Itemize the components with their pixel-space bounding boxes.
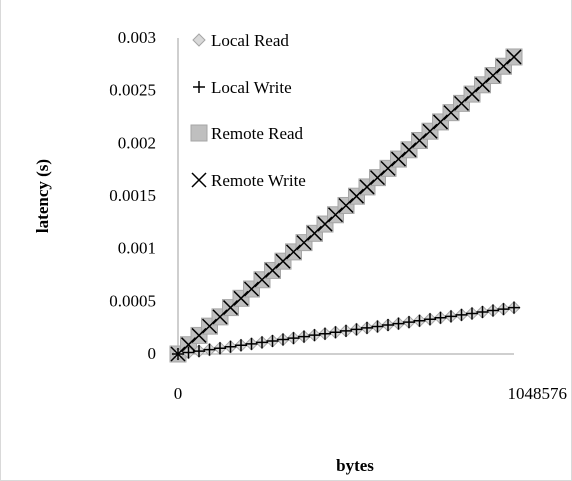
y-tick-label: 0.003 bbox=[118, 28, 156, 47]
x-tick-labels: 0 1048576 bbox=[174, 384, 567, 403]
data-point bbox=[203, 343, 216, 356]
legend-marker bbox=[193, 81, 205, 93]
data-point bbox=[340, 324, 352, 337]
legend-item: Remote Read bbox=[190, 124, 304, 143]
data-point bbox=[369, 170, 386, 186]
data-point bbox=[245, 337, 258, 350]
data-point bbox=[180, 337, 197, 353]
data-point bbox=[285, 244, 302, 260]
data-point bbox=[506, 49, 522, 65]
data-point bbox=[182, 346, 195, 359]
data-point bbox=[476, 305, 489, 318]
data-point bbox=[264, 262, 281, 278]
y-tick-label: 0.002 bbox=[118, 133, 156, 152]
data-point bbox=[254, 272, 270, 288]
data-point bbox=[361, 321, 373, 334]
data-point bbox=[308, 329, 321, 342]
data-point bbox=[445, 310, 457, 323]
legend-marker bbox=[191, 172, 207, 188]
data-point bbox=[191, 327, 207, 343]
legend-item: Local Write bbox=[193, 78, 292, 97]
data-point bbox=[474, 77, 491, 93]
y-tick-label: 0.0015 bbox=[109, 186, 156, 205]
legend-item: Remote Write bbox=[191, 171, 306, 190]
plot-marks bbox=[169, 48, 523, 363]
data-point bbox=[298, 330, 310, 343]
data-point bbox=[256, 336, 268, 349]
data-point bbox=[392, 317, 405, 330]
data-point bbox=[201, 318, 218, 334]
y-axis-title: latency (s) bbox=[33, 159, 52, 233]
data-point bbox=[275, 253, 291, 269]
data-point bbox=[371, 320, 384, 333]
data-point bbox=[350, 323, 363, 336]
data-point bbox=[243, 281, 260, 297]
legend-item: Local Read bbox=[192, 31, 289, 50]
data-point bbox=[497, 303, 510, 316]
legend-label: Remote Write bbox=[211, 171, 306, 190]
data-point bbox=[214, 342, 226, 355]
data-point bbox=[296, 235, 312, 251]
y-tick-label: 0 bbox=[148, 344, 157, 363]
data-point bbox=[422, 123, 438, 139]
legend-label: Local Write bbox=[211, 78, 292, 97]
data-point bbox=[317, 216, 333, 232]
data-point bbox=[453, 95, 470, 111]
data-point bbox=[327, 207, 344, 223]
data-point bbox=[413, 314, 426, 327]
data-point bbox=[401, 142, 417, 158]
data-point bbox=[359, 179, 375, 195]
data-point bbox=[266, 334, 279, 347]
data-point bbox=[224, 340, 237, 353]
data-point bbox=[434, 311, 447, 324]
data-point bbox=[411, 132, 428, 149]
y-tick-label: 0.0005 bbox=[109, 291, 156, 310]
data-point bbox=[455, 308, 468, 321]
data-point bbox=[212, 309, 228, 325]
x-axis-title: bytes bbox=[336, 456, 374, 475]
data-point bbox=[432, 114, 449, 130]
data-point bbox=[233, 290, 249, 306]
legend-label: Remote Read bbox=[211, 124, 304, 143]
x-tick-label: 1048576 bbox=[508, 384, 568, 403]
data-point bbox=[495, 58, 512, 74]
data-point bbox=[319, 327, 331, 340]
data-point bbox=[277, 333, 289, 346]
series-local-write bbox=[172, 301, 520, 360]
data-point bbox=[306, 225, 323, 241]
data-point bbox=[382, 319, 394, 332]
data-point bbox=[170, 346, 186, 362]
axes bbox=[177, 38, 514, 355]
data-point bbox=[464, 86, 480, 102]
data-point bbox=[466, 307, 478, 320]
data-point bbox=[508, 301, 520, 314]
legend-marker bbox=[190, 124, 208, 142]
x-tick-label: 0 bbox=[174, 384, 183, 403]
data-point bbox=[380, 160, 396, 176]
data-point bbox=[348, 188, 365, 204]
data-point bbox=[487, 304, 499, 317]
legend-marker bbox=[192, 33, 206, 47]
data-point bbox=[443, 105, 459, 121]
data-point bbox=[287, 332, 300, 345]
y-tick-label: 0.001 bbox=[118, 239, 156, 258]
data-point bbox=[222, 300, 239, 316]
data-point bbox=[403, 316, 415, 329]
data-point bbox=[329, 326, 342, 339]
y-tick-label: 0.0025 bbox=[109, 81, 156, 100]
data-point bbox=[424, 313, 436, 326]
legend: Local Read Local Write Remote Read Remote W… bbox=[190, 31, 306, 190]
data-point bbox=[338, 197, 354, 214]
data-point bbox=[390, 151, 407, 167]
legend-label: Local Read bbox=[211, 31, 289, 50]
series-remote-write bbox=[170, 49, 522, 362]
y-tick-labels: 0 0.0005 0.001 0.0015 0.002 0.0025 0.003 bbox=[109, 28, 156, 363]
data-point bbox=[485, 67, 501, 84]
data-point bbox=[235, 339, 247, 352]
